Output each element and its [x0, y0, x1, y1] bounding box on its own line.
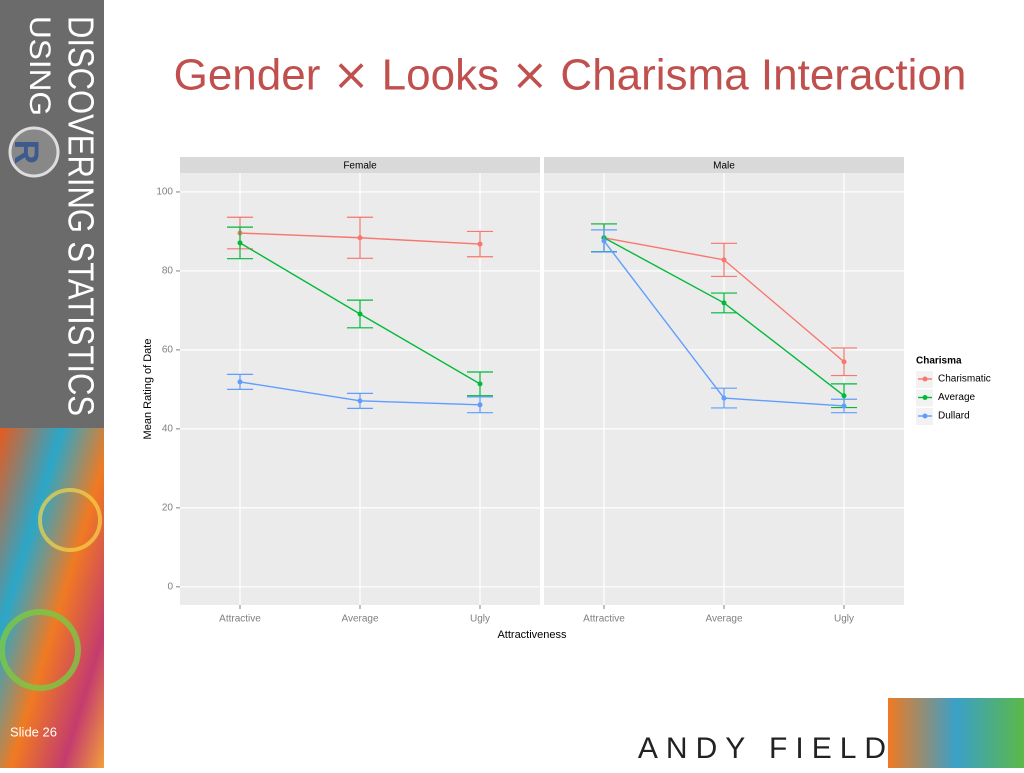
art-circle [0, 609, 81, 691]
point [237, 379, 243, 385]
point [477, 241, 483, 247]
point [357, 311, 363, 317]
x-tick-label: Average [341, 614, 379, 625]
logo-ring [8, 126, 60, 178]
legend-point [922, 413, 928, 419]
y-tick-label: 20 [162, 502, 174, 513]
slide-title: Gender ⨯ Looks ⨯ Charisma Interaction [174, 51, 967, 100]
legend-title: Charisma [916, 356, 962, 367]
sidebar-art [0, 428, 104, 768]
point [841, 403, 847, 409]
x-axis-title: Attractiveness [497, 629, 567, 641]
figure: Female 0 20 40 60 80 100 Attractive Average Ugly M… [142, 157, 991, 641]
strip [544, 157, 904, 173]
logo: R [7, 140, 45, 165]
point [357, 398, 363, 404]
facet-title: Female [343, 161, 377, 172]
author: ANDY FIELD [638, 732, 894, 765]
side-using: USING [23, 16, 56, 116]
point [477, 381, 483, 387]
y-tick-label: 80 [162, 266, 174, 277]
x-tick-label: Attractive [219, 614, 261, 625]
footer-art [888, 698, 1024, 768]
point [477, 402, 483, 408]
strip [180, 157, 540, 173]
legend-label: Dullard [938, 411, 970, 422]
legend-point [922, 395, 928, 400]
slide-number: Slide 26 [10, 724, 57, 739]
point [237, 240, 243, 246]
x-tick-label: Average [705, 614, 743, 625]
point [357, 235, 363, 241]
y-tick-label: 100 [156, 187, 173, 198]
y-tick-label: 40 [162, 424, 174, 435]
y-axis-title: Mean Rating of Date [142, 339, 154, 440]
legend-point [922, 376, 928, 382]
y-tick-label: 0 [167, 581, 173, 592]
point [721, 395, 727, 401]
facet-title: Male [713, 161, 735, 172]
y-tick-label: 60 [162, 345, 174, 356]
art-circle [38, 488, 102, 552]
point [841, 393, 847, 399]
x-tick-label: Ugly [834, 614, 854, 625]
side-title: DISCOVERING STATISTICS [60, 16, 101, 416]
legend-label: Average [938, 392, 976, 403]
x-tick-label: Ugly [470, 614, 490, 625]
legend-label: Charismatic [938, 374, 991, 385]
point [721, 300, 727, 306]
x-tick-label: Attractive [583, 614, 625, 625]
point [841, 359, 847, 365]
point [721, 257, 727, 263]
sidebar [0, 0, 104, 428]
point [601, 238, 607, 244]
